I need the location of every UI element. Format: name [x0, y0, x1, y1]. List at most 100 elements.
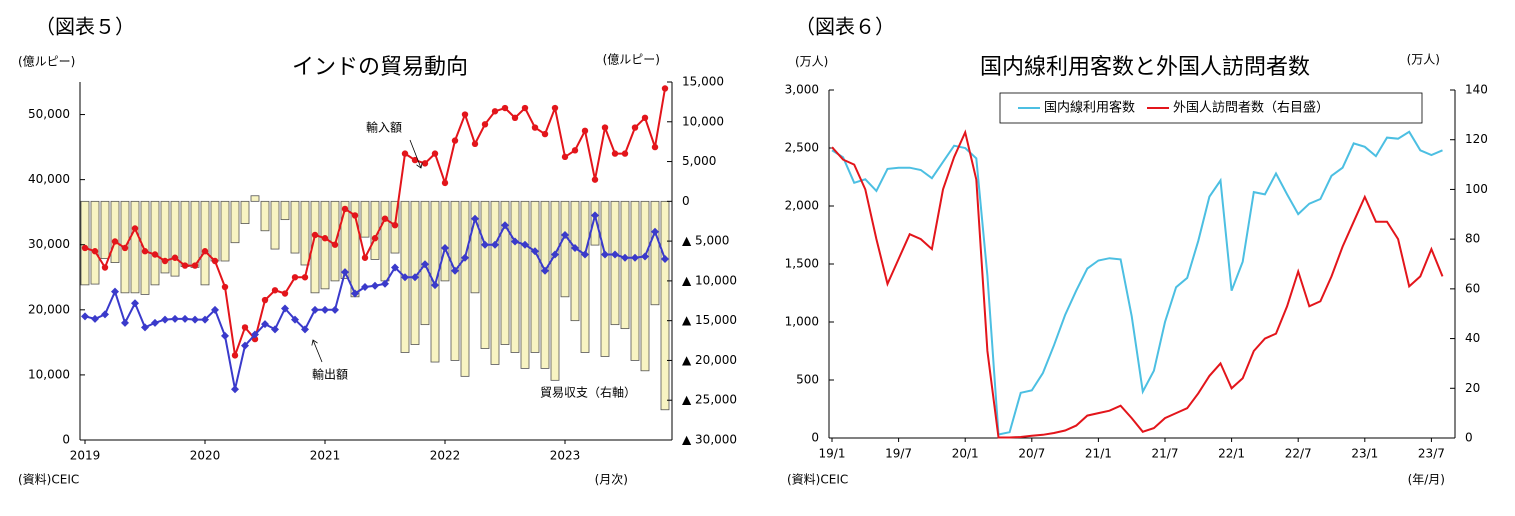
marker [211, 257, 219, 265]
marker [431, 281, 439, 290]
marker [121, 244, 129, 252]
marker [621, 253, 629, 262]
bar [260, 200, 270, 232]
marker [471, 140, 479, 148]
marker [611, 150, 619, 157]
bar [460, 200, 470, 377]
marker [81, 312, 89, 321]
figure-label: （図表５） [35, 15, 135, 39]
marker [441, 179, 449, 187]
y2-tick-label: ▲ 15,000 [682, 313, 737, 327]
marker [341, 268, 349, 277]
bar [480, 200, 490, 349]
marker [221, 331, 229, 340]
marker [161, 257, 169, 265]
marker [271, 325, 279, 334]
y-tick-label: 40,000 [28, 172, 70, 186]
marker [301, 274, 309, 281]
marker [341, 205, 349, 213]
bar [560, 200, 570, 298]
marker [231, 385, 239, 394]
bar [200, 200, 210, 286]
marker [431, 150, 439, 157]
bar [440, 200, 450, 282]
y2-tick-label: 15,000 [682, 75, 724, 89]
y-tick-label: 1,000 [785, 315, 819, 329]
marker [391, 263, 399, 272]
marker [591, 176, 599, 183]
marker [311, 305, 319, 314]
y-tick-label: 50,000 [28, 107, 70, 121]
chart-title: 国内線利用客数と外国人訪問者数 [980, 55, 1310, 80]
x-tick-label: 19/7 [885, 447, 912, 461]
marker [651, 227, 659, 236]
marker [581, 250, 589, 259]
marker [121, 318, 129, 327]
chart-title: インドの貿易動向 [292, 55, 468, 80]
y2-tick-label: 5,000 [682, 154, 716, 168]
y2-tick-label: ▲ 10,000 [682, 273, 737, 287]
marker [451, 137, 459, 144]
bar [540, 200, 550, 369]
y-tick-label: 0 [811, 431, 819, 445]
marker [131, 225, 139, 232]
marker [171, 254, 179, 261]
bar [230, 200, 240, 244]
bar [500, 200, 510, 345]
x-tick-label: 20/7 [1018, 447, 1045, 461]
bar [590, 200, 600, 246]
marker [331, 241, 339, 248]
marker [601, 124, 609, 131]
marker [461, 253, 469, 262]
bar [180, 200, 190, 267]
marker [411, 273, 419, 282]
series-line [831, 129, 1444, 439]
bar [630, 200, 640, 361]
bar [510, 200, 520, 353]
y-tick-label: 500 [796, 373, 819, 387]
marker [561, 153, 569, 161]
annotation: 貿易収支（右軸） [540, 385, 636, 400]
marker [541, 266, 549, 275]
marker [491, 108, 499, 115]
marker [581, 127, 589, 135]
marker [491, 240, 499, 249]
marker [441, 243, 449, 252]
legend-label: 外国人訪問者数（右目盛） [1173, 100, 1329, 116]
y-axis-unit: (万人) [795, 55, 828, 69]
y2-tick-label: 0 [1465, 431, 1473, 445]
marker [571, 243, 579, 252]
marker [541, 130, 549, 138]
marker [241, 341, 249, 350]
marker [511, 114, 519, 122]
legend-label: 国内線利用客数 [1044, 100, 1135, 116]
bar [340, 200, 350, 279]
y2-tick-label: ▲ 20,000 [682, 353, 737, 367]
x-tick-label: 22/7 [1285, 447, 1312, 461]
marker [641, 114, 649, 122]
x-tick-label: 2019 [70, 449, 101, 463]
bar [250, 195, 260, 202]
marker [451, 266, 459, 275]
y2-tick-label: 40 [1465, 331, 1480, 345]
bar [370, 200, 380, 260]
marker [131, 299, 139, 308]
y2-tick-label: 0 [682, 194, 690, 208]
marker [181, 314, 189, 323]
marker [151, 251, 159, 258]
marker [221, 283, 229, 291]
marker [91, 314, 99, 323]
x-tick-label: 2022 [430, 449, 461, 463]
bar [360, 200, 370, 238]
y2-axis-unit: (億ルピー) [603, 53, 660, 67]
marker [611, 250, 619, 259]
marker [471, 214, 479, 223]
bar [90, 200, 100, 285]
marker [521, 240, 529, 249]
x-tick-label: 2020 [190, 449, 221, 463]
marker [261, 296, 269, 304]
marker [561, 230, 569, 239]
series-line [831, 130, 1443, 436]
x-tick-label: 21/1 [1085, 447, 1112, 461]
bar [600, 200, 610, 357]
